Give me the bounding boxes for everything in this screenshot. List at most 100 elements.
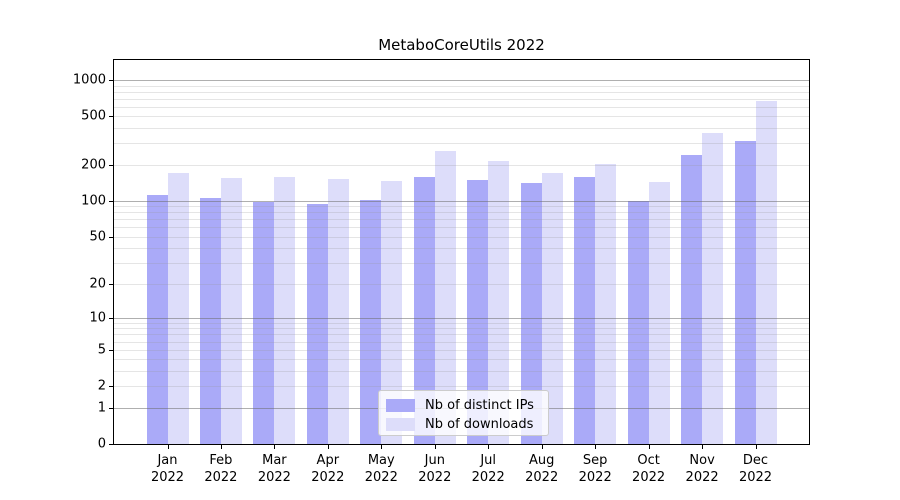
minor-gridline-60 xyxy=(114,227,809,229)
plot-area xyxy=(113,59,810,445)
bar-distinct-ips-jul xyxy=(467,180,489,444)
major-gridline-1000 xyxy=(114,79,809,81)
x-tick-mark-feb xyxy=(220,445,222,449)
y-tick-label-1000: 1000 xyxy=(72,72,106,88)
x-tick-mark-jul xyxy=(488,445,490,449)
minor-gridline-4 xyxy=(114,359,809,361)
bar-distinct-ips-sep xyxy=(574,177,596,444)
bar-distinct-ips-dec xyxy=(734,141,756,444)
minor-gridline-50 xyxy=(114,236,809,238)
bar-downloads-aug xyxy=(541,173,563,444)
x-tick-mark-jan xyxy=(167,445,169,449)
x-tick-label-sep: Sep 2022 xyxy=(578,453,612,485)
x-tick-mark-nov xyxy=(702,445,704,449)
minor-gridline-5 xyxy=(114,349,809,351)
bar-distinct-ips-jan xyxy=(146,194,168,444)
x-tick-label-jan: Jan 2022 xyxy=(150,453,185,485)
y-tick-mark-500 xyxy=(109,116,113,118)
x-tick-label-feb: Feb 2022 xyxy=(204,453,238,485)
legend-label-distinct-ips: Nb of distinct IPs xyxy=(425,397,534,413)
minor-gridline-70 xyxy=(114,219,809,221)
y-tick-label-0: 0 xyxy=(97,436,106,452)
bar-distinct-ips-aug xyxy=(520,183,542,444)
minor-gridline-700 xyxy=(114,98,809,100)
y-tick-label-20: 20 xyxy=(89,276,106,292)
y-tick-mark-20 xyxy=(109,283,113,285)
major-gridline-100 xyxy=(114,200,809,202)
bar-downloads-sep xyxy=(595,164,617,444)
minor-gridline-80 xyxy=(114,212,809,214)
minor-gridline-900 xyxy=(114,85,809,87)
bar-distinct-ips-apr xyxy=(306,204,328,444)
y-tick-label-200: 200 xyxy=(81,157,106,172)
x-tick-mark-mar xyxy=(274,445,276,449)
y-tick-label-5: 5 xyxy=(97,342,106,358)
x-tick-mark-apr xyxy=(327,445,329,449)
y-tick-label-50: 50 xyxy=(89,229,106,245)
x-tick-label-jun: Jun 2022 xyxy=(418,453,452,485)
y-tick-mark-1 xyxy=(109,407,113,409)
x-tick-label-dec: Dec 2022 xyxy=(738,453,773,485)
bar-downloads-jan xyxy=(167,172,189,444)
y-tick-mark-0 xyxy=(109,444,113,445)
y-tick-mark-2 xyxy=(109,386,113,388)
legend-row-downloads: Nb of downloads xyxy=(379,415,548,433)
x-tick-label-may: May 2022 xyxy=(364,453,398,485)
minor-gridline-200 xyxy=(114,164,809,166)
bar-downloads-oct xyxy=(648,182,670,444)
major-gridline-10 xyxy=(114,317,809,319)
minor-gridline-7 xyxy=(114,334,809,336)
y-tick-mark-200 xyxy=(109,164,113,166)
y-tick-mark-100 xyxy=(109,200,113,202)
x-tick-label-jul: Jul 2022 xyxy=(471,453,505,485)
x-tick-mark-oct xyxy=(648,445,650,449)
minor-gridline-400 xyxy=(114,128,809,130)
x-tick-mark-dec xyxy=(755,445,757,449)
bar-downloads-apr xyxy=(327,178,349,444)
x-tick-label-mar: Mar 2022 xyxy=(257,453,291,485)
bar-distinct-ips-jun xyxy=(413,177,435,444)
legend-label-downloads: Nb of downloads xyxy=(425,416,534,432)
bar-distinct-ips-mar xyxy=(253,202,275,444)
y-tick-mark-1000 xyxy=(109,79,113,81)
minor-gridline-90 xyxy=(114,206,809,208)
bar-downloads-feb xyxy=(220,178,242,444)
x-tick-label-apr: Apr 2022 xyxy=(311,453,345,485)
y-tick-label-100: 100 xyxy=(81,193,106,209)
x-tick-mark-may xyxy=(381,445,383,449)
bar-distinct-ips-feb xyxy=(199,197,221,444)
chart-legend: Nb of distinct IPs Nb of downloads xyxy=(378,390,549,436)
y-tick-label-2: 2 xyxy=(97,378,106,394)
bar-downloads-mar xyxy=(274,176,296,444)
x-tick-mark-jun xyxy=(434,445,436,449)
bar-distinct-ips-may xyxy=(360,199,382,444)
x-tick-label-aug: Aug 2022 xyxy=(525,453,559,485)
y-tick-label-1: 1 xyxy=(97,400,106,415)
bar-distinct-ips-nov xyxy=(681,155,703,444)
minor-gridline-8 xyxy=(114,328,809,330)
bar-distinct-ips-oct xyxy=(627,200,649,444)
y-tick-mark-10 xyxy=(109,317,113,319)
minor-gridline-20 xyxy=(114,283,809,285)
minor-gridline-600 xyxy=(114,106,809,108)
bar-downloads-dec xyxy=(755,100,777,444)
legend-row-distinct-ips: Nb of distinct IPs xyxy=(379,396,548,414)
minor-gridline-9 xyxy=(114,322,809,324)
minor-gridline-40 xyxy=(114,248,809,250)
minor-gridline-3 xyxy=(114,370,809,372)
chart-title: MetaboCoreUtils 2022 xyxy=(378,36,545,54)
bar-downloads-jun xyxy=(434,151,456,444)
bar-downloads-nov xyxy=(702,133,724,444)
x-tick-mark-aug xyxy=(541,445,543,449)
minor-gridline-500 xyxy=(114,116,809,118)
legend-swatch-distinct-ips xyxy=(386,398,415,412)
bar-downloads-may xyxy=(381,181,403,444)
minor-gridline-2 xyxy=(114,386,809,388)
minor-gridline-6 xyxy=(114,341,809,343)
y-tick-label-500: 500 xyxy=(81,108,106,124)
y-tick-mark-5 xyxy=(109,349,113,351)
minor-gridline-30 xyxy=(114,263,809,264)
x-tick-mark-sep xyxy=(595,445,597,449)
y-tick-label-10: 10 xyxy=(89,310,106,326)
